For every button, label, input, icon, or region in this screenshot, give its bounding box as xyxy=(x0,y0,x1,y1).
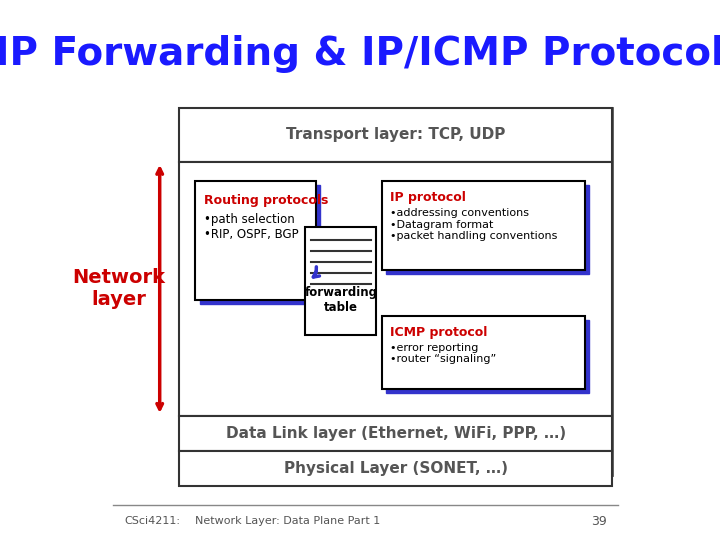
Text: Transport layer: TCP, UDP: Transport layer: TCP, UDP xyxy=(286,127,505,143)
FancyBboxPatch shape xyxy=(195,181,316,300)
Text: •addressing conventions
•Datagram format
•packet handling conventions: •addressing conventions •Datagram format… xyxy=(390,208,557,241)
FancyBboxPatch shape xyxy=(382,316,585,389)
FancyBboxPatch shape xyxy=(382,181,585,270)
FancyBboxPatch shape xyxy=(387,185,590,274)
Text: Network
layer: Network layer xyxy=(72,268,165,309)
FancyBboxPatch shape xyxy=(179,451,613,486)
FancyBboxPatch shape xyxy=(199,185,320,304)
Text: IP protocol: IP protocol xyxy=(390,191,466,204)
Text: •path selection
•RIP, OSPF, BGP: •path selection •RIP, OSPF, BGP xyxy=(204,213,298,241)
Text: 39: 39 xyxy=(591,515,607,528)
Text: Routing protocols: Routing protocols xyxy=(204,194,328,207)
Text: IP Forwarding & IP/ICMP Protocol: IP Forwarding & IP/ICMP Protocol xyxy=(0,35,720,73)
FancyBboxPatch shape xyxy=(179,416,613,451)
Text: Physical Layer (SONET, …): Physical Layer (SONET, …) xyxy=(284,461,508,476)
Text: ICMP protocol: ICMP protocol xyxy=(390,326,487,339)
Text: forwarding
table: forwarding table xyxy=(305,286,377,314)
Text: Data Link layer (Ethernet, WiFi, PPP, …): Data Link layer (Ethernet, WiFi, PPP, …) xyxy=(225,426,566,441)
FancyBboxPatch shape xyxy=(179,162,613,416)
Text: Network Layer: Data Plane Part 1: Network Layer: Data Plane Part 1 xyxy=(195,516,381,526)
FancyBboxPatch shape xyxy=(179,108,613,475)
Text: •error reporting
•router “signaling”: •error reporting •router “signaling” xyxy=(390,343,496,364)
FancyBboxPatch shape xyxy=(387,320,590,393)
Text: CSci4211:: CSci4211: xyxy=(124,516,180,526)
FancyBboxPatch shape xyxy=(179,108,613,162)
FancyBboxPatch shape xyxy=(305,227,377,335)
